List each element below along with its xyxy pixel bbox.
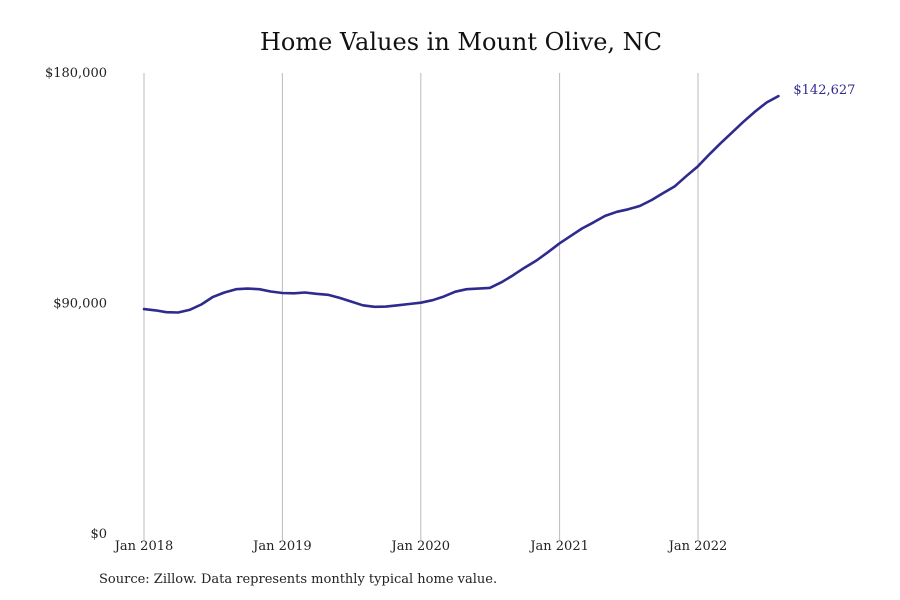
y-axis-ticks: $0 $90,000 $180,000	[45, 66, 107, 542]
x-tick-label: Jan 2020	[390, 539, 451, 554]
end-value-label: $142,627	[793, 83, 855, 98]
x-tick-label: Jan 2021	[528, 539, 589, 554]
y-tick-label: $90,000	[53, 297, 107, 312]
source-note: Source: Zillow. Data represents monthly …	[99, 572, 498, 587]
chart-title: Home Values in Mount Olive, NC	[259, 28, 663, 56]
x-axis-ticks: Jan 2018 Jan 2019 Jan 2020 Jan 2021 Jan 2022	[113, 539, 728, 554]
gridlines	[143, 73, 699, 540]
y-tick-label: $0	[90, 527, 107, 542]
y-tick-label: $180,000	[45, 66, 107, 81]
x-tick-label: Jan 2019	[251, 539, 312, 554]
x-tick-label: Jan 2018	[113, 539, 174, 554]
series-line	[142, 94, 780, 314]
x-tick-label: Jan 2022	[667, 539, 728, 554]
